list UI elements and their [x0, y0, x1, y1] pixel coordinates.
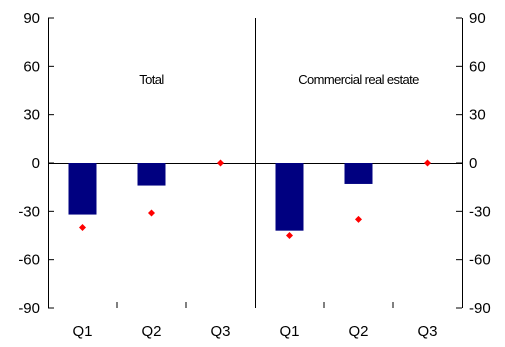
y-tick-label-left: 0 [32, 155, 40, 172]
x-tick-label: Q1 [279, 323, 299, 340]
marker-point [79, 223, 86, 231]
y-tick-label-left: -60 [18, 252, 40, 269]
marker-series [79, 159, 431, 239]
y-tick-label-right: -90 [469, 300, 491, 317]
x-tick-label: Q2 [141, 323, 161, 340]
marker-point [148, 209, 155, 217]
y-tick-label-left: -90 [18, 300, 40, 317]
x-tick-labels: Q1 Q2 Q3 Q1 Q2 Q3 [72, 323, 437, 340]
y-tick-label-right: -60 [469, 252, 491, 269]
y-tick-label-right: 0 [469, 155, 477, 172]
x-category-ticks [116, 302, 394, 308]
marker-point [355, 215, 362, 223]
x-tick-label: Q3 [210, 323, 230, 340]
left-y-ticks: 90 60 30 0 -30 -60 -90 [18, 10, 54, 317]
y-tick-label-right: 60 [469, 58, 486, 75]
marker-point [217, 159, 224, 167]
y-tick-label-right: 90 [469, 10, 486, 27]
y-tick-label-left: 60 [23, 58, 40, 75]
y-tick-label-right: 30 [469, 107, 486, 124]
panel-title: Total [139, 72, 164, 87]
x-tick-label: Q1 [72, 323, 92, 340]
panel-titles: Total Commercial real estate [139, 72, 419, 87]
x-tick-label: Q3 [417, 323, 437, 340]
right-y-ticks: 90 60 30 0 -30 -60 -90 [456, 10, 491, 317]
bar [275, 163, 304, 231]
marker-point [424, 159, 431, 167]
y-tick-label-left: 30 [23, 107, 40, 124]
y-tick-label-left: 90 [23, 10, 40, 27]
marker-point [286, 232, 293, 239]
y-tick-label-right: -30 [469, 203, 491, 220]
y-tick-label-left: -30 [18, 203, 40, 220]
bar [344, 163, 373, 184]
bar [137, 163, 166, 186]
bar [68, 163, 97, 215]
bar-series [68, 163, 373, 231]
x-tick-label: Q2 [348, 323, 368, 340]
panel-title: Commercial real estate [298, 72, 419, 87]
